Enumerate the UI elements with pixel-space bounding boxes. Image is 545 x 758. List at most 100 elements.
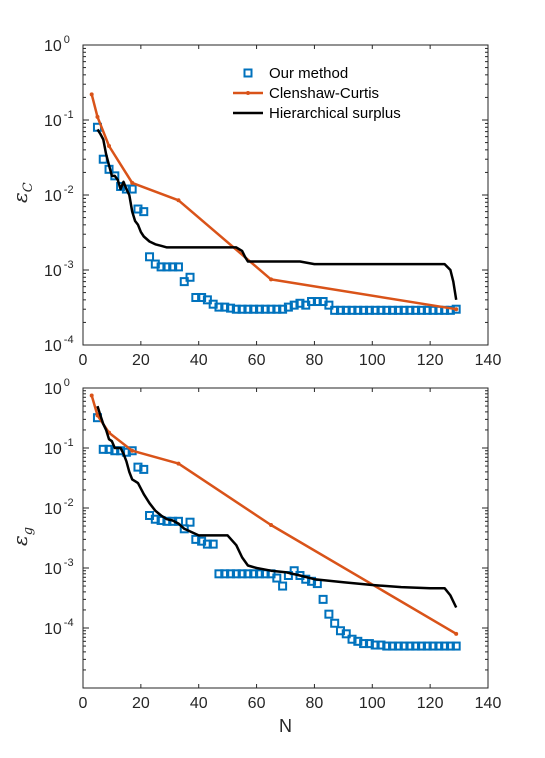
our-method-marker xyxy=(411,641,421,651)
series-layer xyxy=(89,393,461,651)
y-axis-label: εg xyxy=(8,527,36,546)
our-method-marker xyxy=(411,305,421,315)
x-tick-label: 120 xyxy=(417,695,444,712)
x-tick-label: 40 xyxy=(190,695,208,712)
our-method-marker xyxy=(428,641,438,651)
clenshaw-curtis-point xyxy=(176,461,181,466)
y-tick-base: 10 xyxy=(44,38,62,55)
our-method-marker xyxy=(399,305,409,315)
our-method-marker xyxy=(341,629,351,639)
y-tick-exponent: -3 xyxy=(64,557,74,569)
our-method-marker xyxy=(150,514,160,524)
our-method-marker xyxy=(451,641,461,651)
hierarchical-surplus-line xyxy=(96,128,458,300)
clenshaw-curtis-point xyxy=(95,413,100,418)
y-tick-base: 10 xyxy=(44,561,62,578)
our-method-marker xyxy=(98,444,108,454)
plot-area xyxy=(82,387,489,689)
our-method-marker xyxy=(370,640,380,650)
our-method-marker xyxy=(359,305,369,315)
our-method-marker xyxy=(226,569,236,579)
our-method-marker xyxy=(231,304,241,314)
our-method-marker xyxy=(278,304,288,314)
legend-dot-clenshaw-curtis xyxy=(246,91,250,95)
clenshaw-curtis-point xyxy=(107,144,112,149)
our-method-marker xyxy=(191,292,201,302)
our-method-marker xyxy=(237,304,247,314)
y-tick-exponent: 0 xyxy=(64,377,70,389)
our-method-marker xyxy=(335,305,345,315)
our-method-marker xyxy=(272,304,282,314)
our-method-marker xyxy=(324,300,334,310)
y-tick-base: 10 xyxy=(44,338,62,355)
our-method-marker xyxy=(318,594,328,604)
our-method-marker xyxy=(243,569,253,579)
our-method-marker xyxy=(272,573,282,583)
our-method-marker xyxy=(104,444,114,454)
clenshaw-curtis-point xyxy=(269,277,274,282)
clenshaw-curtis-point xyxy=(95,114,100,119)
our-method-marker xyxy=(214,569,224,579)
our-method-marker xyxy=(347,634,357,644)
series-layer xyxy=(89,92,461,315)
our-method-marker xyxy=(260,304,270,314)
our-method-marker xyxy=(266,304,276,314)
clenshaw-curtis-point xyxy=(89,92,94,97)
our-method-marker xyxy=(289,300,299,310)
x-axis-label: N xyxy=(279,716,292,736)
our-method-marker xyxy=(422,305,432,315)
y-axis-subscript: C xyxy=(21,182,36,192)
our-method-marker xyxy=(440,641,450,651)
y-tick-exponent: -1 xyxy=(64,437,74,449)
our-method-marker xyxy=(330,618,340,628)
our-method-marker xyxy=(359,639,369,649)
x-tick-label: 80 xyxy=(306,695,324,712)
our-method-marker xyxy=(214,302,224,312)
y-tick-base: 10 xyxy=(44,263,62,280)
y-tick-label: 10 -4 xyxy=(44,334,74,355)
x-tick-label: 0 xyxy=(79,352,88,369)
clenshaw-curtis-point xyxy=(89,393,94,398)
clenshaw-curtis-point xyxy=(454,307,459,312)
clenshaw-curtis-point xyxy=(176,198,181,203)
our-method-marker xyxy=(173,262,183,272)
y-tick-exponent: -3 xyxy=(64,259,74,271)
our-method-marker xyxy=(330,305,340,315)
our-method-marker xyxy=(133,462,143,472)
y-tick-exponent: 0 xyxy=(64,34,70,46)
x-tick-label: 100 xyxy=(359,352,386,369)
y-axis-subscript: g xyxy=(21,527,36,535)
y-axis-label: εC xyxy=(8,182,36,203)
y-tick-label: 10 -3 xyxy=(44,259,74,280)
our-method-marker xyxy=(353,636,363,646)
our-method-marker xyxy=(162,262,172,272)
y-tick-label: 10 0 xyxy=(44,377,70,398)
y-tick-label: 10 -2 xyxy=(44,184,74,205)
our-method-marker xyxy=(249,569,259,579)
our-method-marker xyxy=(127,184,137,194)
our-method-marker xyxy=(220,302,230,312)
our-method-marker xyxy=(145,252,155,262)
our-method-marker xyxy=(220,569,230,579)
y-tick-exponent: -4 xyxy=(64,334,74,346)
our-method-marker xyxy=(295,298,305,308)
y-tick-exponent: -2 xyxy=(64,497,74,509)
our-method-marker xyxy=(376,640,386,650)
x-tick-label: 60 xyxy=(248,695,266,712)
our-method-marker xyxy=(388,641,398,651)
x-tick-label: 140 xyxy=(475,352,502,369)
our-method-marker xyxy=(353,305,363,315)
y-tick-base: 10 xyxy=(44,188,62,205)
our-method-marker xyxy=(237,569,247,579)
y-axis-symbol: ε xyxy=(8,535,32,546)
y-tick-label: 10 0 xyxy=(44,34,70,55)
our-method-marker xyxy=(278,581,288,591)
our-method-marker xyxy=(382,641,392,651)
clenshaw-curtis-point xyxy=(269,523,274,528)
our-method-marker xyxy=(179,524,189,534)
x-tick-label: 120 xyxy=(417,352,444,369)
our-method-marker xyxy=(231,569,241,579)
our-method-marker xyxy=(445,305,455,315)
